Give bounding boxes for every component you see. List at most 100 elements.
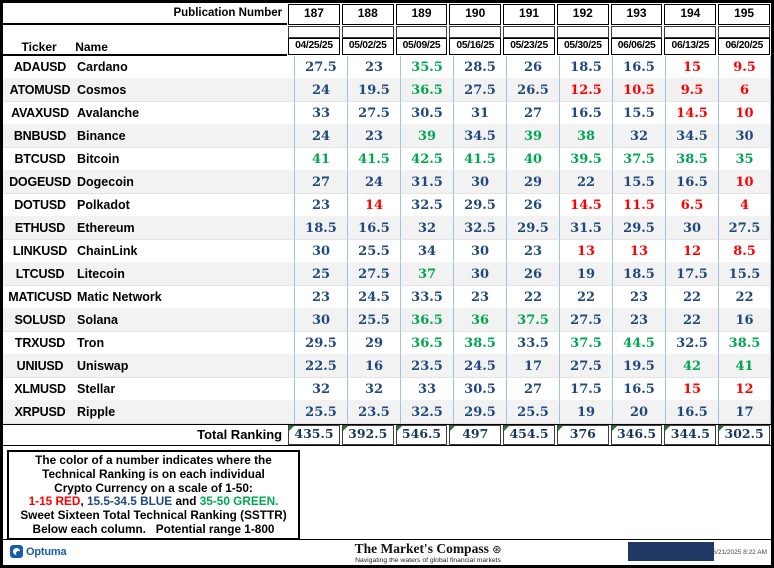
ranking-value-cell: 19.5 (612, 355, 665, 378)
ranking-value-cell: 16.5 (665, 171, 718, 194)
legend-line: Sweet Sixteen Total Technical Ranking (S… (9, 508, 298, 523)
ranking-value-cell: 27.5 (453, 79, 506, 102)
ranking-value-cell: 13 (612, 240, 665, 263)
header-gap-left (3, 25, 287, 38)
ranking-value-cell: 40 (506, 148, 559, 171)
ranking-value-cell: 34.5 (665, 125, 718, 148)
ticker-cell: AVAXUSD (3, 102, 77, 125)
cell-corner-marker (342, 426, 348, 431)
coin-row: ATOMUSD Cosmos 24 19.5 36.5 27.5 26.5 12.5 10.5 9… (3, 79, 771, 102)
ranking-value-cell: 33 (400, 378, 453, 401)
ranking-value-cell: 32.5 (665, 332, 718, 355)
name-cell: Solana (77, 309, 294, 332)
ranking-value-cell: 9.5 (665, 79, 718, 102)
legend-text: 35-50 GREEN. (199, 494, 279, 509)
ranking-value-cell: 39 (506, 125, 559, 148)
ranking-value-cell: 9.5 (718, 56, 771, 79)
ranking-value-cell: 6 (718, 79, 771, 102)
coin-row: DOGEUSD Dogecoin 27 24 31.5 30 29 22 15.5 16.5 10 (3, 171, 771, 194)
optuma-logo-text: Optuma (26, 545, 67, 558)
ranking-value-cell: 32 (347, 378, 400, 401)
header-gap-row (3, 25, 771, 38)
header-gap-cell (449, 26, 502, 38)
ranking-value-cell: 41.5 (347, 148, 400, 171)
ranking-value-cell: 30 (453, 171, 506, 194)
ranking-value-cell: 23 (347, 125, 400, 148)
ranking-value-cell: 29 (347, 332, 400, 355)
ranking-value-cell: 22 (559, 171, 612, 194)
ranking-value-cell: 27.5 (294, 56, 347, 79)
ticker-column-header: Ticker (3, 38, 76, 56)
timestamp: 6/21/2025 8:22 AM (712, 549, 767, 556)
coin-row: DOTUSD Polkadot 23 14 32.5 29.5 26 14.5 11.5 6.5 4 (3, 194, 771, 217)
publication-number-cell: 187 (288, 4, 340, 25)
cell-corner-marker (289, 426, 295, 431)
ranking-value-cell: 20 (612, 401, 665, 424)
name-cell: Binance (77, 125, 294, 148)
ranking-value-cell: 4 (718, 194, 771, 217)
ranking-value-cell: 24 (294, 79, 347, 102)
ticker-cell: BTCUSD (3, 148, 77, 171)
legend-line: 1-15 RED, 15.5-34.5 BLUE and 35-50 GREEN… (9, 494, 298, 509)
ticker-cell: LINKUSD (3, 240, 77, 263)
ticker-cell: DOGEUSD (3, 171, 77, 194)
ranking-value-cell: 14.5 (665, 102, 718, 125)
markets-compass-brand: The Market's Compass ⊛ Navigating the wa… (323, 542, 533, 565)
ranking-value-cell: 16.5 (612, 378, 665, 401)
date-cell: 05/23/25 (503, 38, 555, 55)
ranking-value-cell: 22 (559, 286, 612, 309)
ranking-value-cell: 29.5 (294, 332, 347, 355)
name-cell: Litecoin (77, 263, 294, 286)
coin-row: XRPUSD Ripple 25.5 23.5 32.5 29.5 25.5 19 20 16.5… (3, 401, 771, 424)
ranking-value-cell: 13 (559, 240, 612, 263)
ranking-value-cell: 22 (506, 286, 559, 309)
header-gap-cell (288, 26, 340, 38)
ranking-value-cell: 27 (506, 102, 559, 125)
legend-text: The color of a number indicates where th… (35, 453, 272, 467)
ranking-value-cell: 37.5 (612, 148, 665, 171)
ranking-value-cell: 22 (665, 286, 718, 309)
ranking-value-cell: 15.5 (612, 171, 665, 194)
total-ranking-cell: 346.5 (610, 425, 663, 445)
ranking-value-cell: 23 (294, 286, 347, 309)
legend-text: 1-15 RED (28, 494, 81, 509)
legend-text: Technical Ranking is on each individual (42, 466, 265, 481)
ranking-value-cell: 30 (718, 125, 771, 148)
ranking-value-cell: 24 (347, 171, 400, 194)
ranking-value-cell: 23 (453, 286, 506, 309)
name-cell: Dogecoin (77, 171, 294, 194)
ranking-value-cell: 27.5 (347, 263, 400, 286)
ranking-value-cell: 41 (718, 355, 771, 378)
total-ranking-cell: 435.5 (288, 425, 340, 445)
ranking-value-cell: 31.5 (400, 171, 453, 194)
legend-line: Crypto Currency on a scale of 1-50: (9, 480, 298, 496)
ranking-value-cell: 23.5 (347, 401, 400, 424)
ranking-value-cell: 23 (506, 240, 559, 263)
ranking-value-cell: 24.5 (347, 286, 400, 309)
legend-line: The color of a number indicates where th… (9, 453, 298, 468)
coin-row: SOLUSD Solana 30 25.5 36.5 36 37.5 27.5 23 22 16 (3, 309, 771, 332)
ticker-cell: TRXUSD (3, 332, 77, 355)
optuma-logo-icon (10, 545, 23, 558)
legend-text: Crypto Currency on a scale of 1-50: (54, 480, 253, 495)
date-cell: 06/20/25 (718, 38, 771, 55)
date-cell: 06/13/25 (664, 38, 717, 55)
cell-corner-marker (504, 426, 510, 431)
ranking-value-cell: 6.5 (665, 194, 718, 217)
ticker-cell: BNBUSD (3, 125, 77, 148)
date-cell: 05/09/25 (395, 38, 448, 55)
ranking-value-cell: 37.5 (506, 309, 559, 332)
ranking-value-cell: 35.5 (400, 56, 453, 79)
ranking-value-cell: 23 (612, 286, 665, 309)
cell-corner-marker (611, 426, 617, 431)
ranking-value-cell: 19 (559, 401, 612, 424)
ticker-cell: SOLUSD (3, 309, 77, 332)
legend-text: Below each column. Potential range 1-800 (32, 521, 275, 536)
name-cell: Polkadot (77, 194, 294, 217)
ranking-value-cell: 32.5 (400, 194, 453, 217)
coin-row: BNBUSD Binance 24 23 39 34.5 39 38 32 34.5 30 (3, 125, 771, 148)
total-ranking-row: Total Ranking 435.5 392.5 546.5 497 454.5 376 3… (3, 424, 771, 446)
ranking-value-cell: 39 (400, 125, 453, 148)
coin-row: MATICUSD Matic Network 23 24.5 33.5 23 22 22 23 2… (3, 286, 771, 309)
